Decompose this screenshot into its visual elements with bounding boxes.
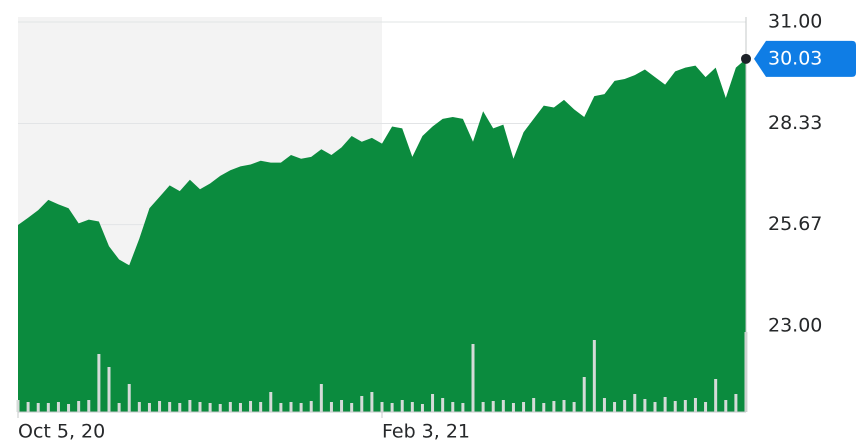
volume-bar	[147, 403, 151, 412]
volume-bar	[36, 403, 40, 412]
volume-bar	[218, 404, 222, 412]
volume-bar	[623, 400, 627, 412]
volume-bar	[67, 404, 71, 412]
y-tick-label: 25.67	[768, 213, 822, 235]
price-tag	[754, 40, 856, 77]
volume-bar	[643, 399, 647, 412]
volume-bar	[56, 402, 60, 412]
volume-bar	[673, 401, 677, 412]
volume-bar	[289, 402, 293, 412]
volume-bar	[299, 403, 303, 412]
last-point	[741, 53, 751, 64]
volume-bar	[249, 401, 253, 412]
volume-bar	[663, 397, 667, 412]
volume-bar	[582, 377, 586, 412]
volume-bar	[137, 402, 141, 412]
volume-bar	[410, 402, 414, 412]
volume-bar	[158, 401, 162, 412]
volume-bar	[704, 402, 708, 412]
volume-bar	[309, 401, 313, 412]
volume-bar	[26, 402, 30, 412]
volume-bar	[340, 400, 344, 412]
volume-bar	[178, 403, 182, 412]
volume-bar	[602, 398, 606, 412]
volume-bar	[228, 402, 232, 412]
volume-bar	[734, 394, 738, 412]
volume-bar	[370, 392, 374, 412]
x-tick-label: Oct 5, 20	[18, 421, 105, 443]
volume-bar	[329, 402, 333, 412]
volume-bar	[77, 401, 81, 412]
volume-bar	[714, 379, 718, 412]
volume-bar	[461, 403, 465, 412]
volume-bar	[127, 384, 131, 412]
volume-bar	[501, 400, 505, 412]
volume-bar	[441, 398, 445, 412]
volume-bar	[572, 402, 576, 412]
volume-bar	[532, 398, 536, 412]
volume-bar	[319, 384, 323, 412]
volume-bar	[360, 396, 364, 412]
volume-bar	[683, 400, 687, 412]
volume-bar	[653, 402, 657, 412]
volume-bar	[97, 354, 101, 412]
volume-bar	[238, 403, 242, 412]
price-area	[18, 58, 746, 412]
volume-bar	[390, 403, 394, 412]
volume-bar	[481, 402, 485, 412]
volume-bar	[350, 403, 354, 412]
volume-bar	[400, 400, 404, 412]
volume-bar	[420, 404, 424, 412]
volume-bar	[117, 403, 121, 412]
volume-bar	[198, 402, 202, 412]
volume-bar	[431, 394, 435, 412]
volume-bar	[522, 402, 526, 412]
volume-bar	[562, 400, 566, 412]
volume-bar	[46, 403, 50, 412]
volume-bar	[107, 367, 111, 412]
volume-bar	[87, 400, 91, 412]
volume-bar	[279, 403, 283, 412]
volume-bar	[451, 402, 455, 412]
volume-bar	[633, 394, 637, 412]
volume-bar	[471, 344, 475, 412]
volume-bar	[259, 402, 263, 412]
price-tag-label: 30.03	[768, 47, 822, 69]
volume-bar	[188, 400, 192, 412]
volume-bar	[724, 400, 728, 412]
volume-bar	[269, 392, 273, 412]
volume-bar	[491, 401, 495, 412]
x-tick-label: Feb 3, 21	[382, 421, 470, 443]
volume-bar	[552, 401, 556, 412]
y-tick-label: 28.33	[768, 112, 822, 134]
volume-bar	[511, 403, 515, 412]
volume-bar	[592, 340, 596, 412]
volume-bar	[168, 402, 172, 412]
volume-bar	[208, 403, 212, 412]
volume-bar	[542, 403, 546, 412]
volume-bar	[16, 400, 20, 412]
y-tick-label: 31.00	[768, 10, 822, 32]
volume-bar	[380, 402, 384, 412]
volume-bar	[613, 402, 617, 412]
volume-bar	[693, 398, 697, 412]
y-tick-label: 23.00	[768, 315, 822, 337]
